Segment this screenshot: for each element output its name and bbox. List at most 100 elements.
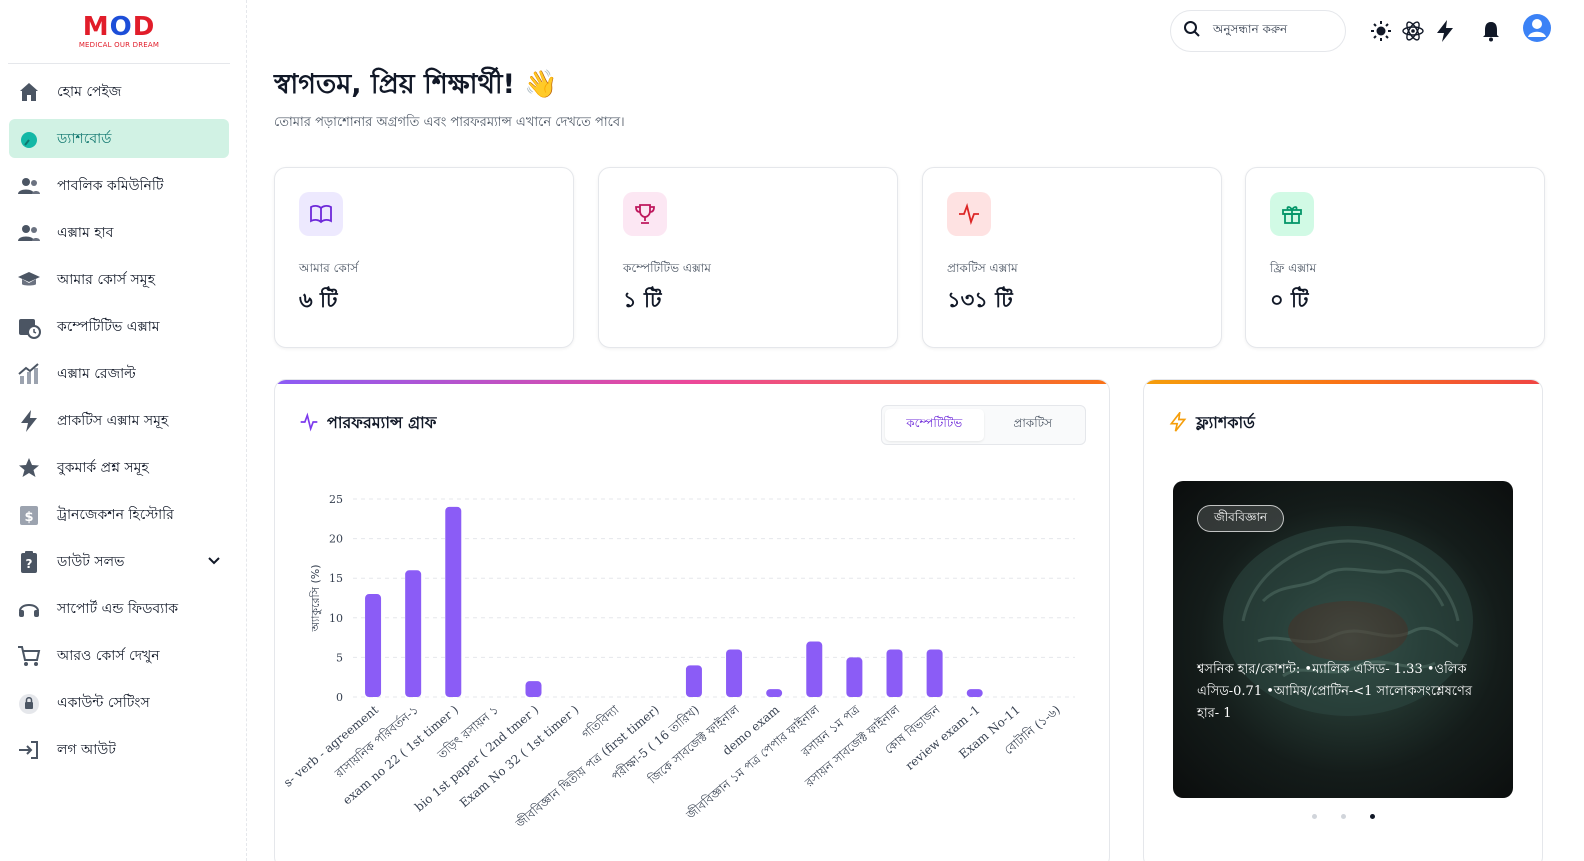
sidebar-nav: হোম পেইজ ড্যাশবোর্ড পাবলিক কমিউনিটি এক্স…: [0, 72, 246, 769]
cart-icon: [17, 644, 41, 668]
chart-up-icon: [17, 362, 41, 386]
y-tick-label: 20: [329, 533, 343, 546]
stat-value: ০ টি: [1270, 288, 1309, 312]
sidebar-item-label: সাপোর্ট এন্ড ফিডব্যাক: [57, 600, 179, 617]
sidebar-item-label: আমার কোর্স সমূহ: [57, 271, 155, 288]
brain-image: [1223, 526, 1473, 716]
sidebar-item-support-feedback[interactable]: সাপোর্ট এন্ড ফিডব্যাক: [9, 589, 229, 628]
gift-icon: [1270, 192, 1314, 236]
sidebar-item-label: এক্সাম রেজাল্ট: [57, 365, 136, 382]
search-input-label: অনুসন্ধান করুন: [1213, 22, 1288, 36]
carousel-dots: [1144, 814, 1542, 819]
users-icon: [17, 174, 41, 198]
flashcard-title: ফ্ল্যাশকার্ড: [1168, 409, 1255, 437]
x-tick-label: জীববিজ্ঞান দ্বিতীয় পত্র (first timer): [512, 703, 661, 832]
sidebar-item-dashboard[interactable]: ড্যাশবোর্ড: [9, 119, 229, 158]
stat-value: ১ টি: [623, 288, 662, 312]
flashcard[interactable]: জীববিজ্ঞান শ্বসনিক হার/কোশন্ট: •ম্যালিক …: [1173, 481, 1513, 798]
sidebar-item-more-courses[interactable]: আরও কোর্স দেখুন: [9, 636, 229, 675]
star-icon: [17, 456, 41, 480]
sidebar-item-bookmarks[interactable]: বুকমার্ক প্রশ্ন সমূহ: [9, 448, 229, 487]
carousel-dot[interactable]: [1311, 814, 1317, 819]
sidebar-item-label: পাবলিক কমিউনিটি: [57, 177, 164, 194]
sidebar-item-label: একাউন্ট সেটিংস: [57, 694, 150, 711]
sidebar: MOD MEDICAL OUR DREAM হোম পেইজ ড্যাশবোর্…: [0, 0, 247, 861]
sidebar-item-label: ড্যাশবোর্ড: [57, 130, 112, 147]
logout-icon: [17, 738, 41, 762]
question-clipboard-icon: ?: [17, 550, 41, 574]
book-open-icon: [299, 192, 343, 236]
page-title: স্বাগতম, প্রিয় শিক্ষার্থী! 👋: [274, 69, 558, 100]
flashcard-panel: ফ্ল্যাশকার্ড জীববিজ্ঞান শ্বসনিক হার/কোশন…: [1143, 379, 1543, 861]
sidebar-item-label: ট্রানজেকশন হিস্টোরি: [57, 506, 174, 523]
y-axis-label: অ্যাকুরেসি (%): [309, 564, 322, 632]
sidebar-item-label: এক্সাম হাব: [57, 224, 114, 241]
sidebar-item-doubt-solve[interactable]: ? ডাউট সলভ: [9, 542, 229, 581]
sidebar-item-exam-result[interactable]: এক্সাম রেজাল্ট: [9, 354, 229, 393]
sidebar-item-account-settings[interactable]: একাউন্ট সেটিংস: [9, 683, 229, 722]
flashcard-text: শ্বসনিক হার/কোশন্ট: •ম্যালিক এসিড- 1.33 …: [1197, 662, 1472, 721]
performance-title: পারফরম্যান্স গ্রাফ: [299, 410, 436, 437]
performance-panel: পারফরম্যান্স গ্রাফ কম্পেটিটিভ প্রাকটিস 0…: [274, 379, 1110, 861]
tab-competitive[interactable]: কম্পেটিটিভ: [885, 409, 984, 441]
panel-accent-bar: [275, 380, 1109, 384]
bolt-icon[interactable]: [1433, 19, 1457, 43]
sidebar-item-home[interactable]: হোম পেইজ: [9, 72, 229, 111]
chart-bar: [966, 689, 983, 697]
stat-card-competitive-exam[interactable]: কম্পেটিটিভ এক্সাম ১ টি: [598, 167, 898, 348]
sidebar-item-competitive-exam[interactable]: কম্পেটিটিভ এক্সাম: [9, 307, 229, 346]
y-tick-label: 10: [329, 612, 343, 625]
bolt-icon: [1168, 409, 1188, 436]
tab-practice[interactable]: প্রাকটিস: [1013, 416, 1053, 430]
carousel-dot[interactable]: [1340, 814, 1346, 819]
sun-icon[interactable]: [1369, 19, 1393, 43]
chart-bar: [726, 649, 743, 697]
chart-bar: [806, 641, 823, 697]
logo-wordmark: MOD: [82, 12, 156, 42]
sidebar-item-label: কম্পেটিটিভ এক্সাম: [57, 318, 160, 335]
y-tick-label: 15: [329, 572, 343, 585]
stat-card-practice-exam[interactable]: প্রাকটিস এক্সাম ১৩১ টি: [922, 167, 1222, 348]
performance-title-text: পারফরম্যান্স গ্রাফ: [327, 413, 437, 432]
bolt-icon: [17, 409, 41, 433]
atom-icon[interactable]: [1401, 19, 1425, 43]
chevron-down-icon[interactable]: [207, 554, 221, 572]
svg-text:$: $: [24, 510, 33, 525]
sidebar-item-public-community[interactable]: পাবলিক কমিউনিটি: [9, 166, 229, 205]
sidebar-item-exam-hub[interactable]: এক্সাম হাব: [9, 213, 229, 252]
page-subtitle: তোমার পড়াশোনার অগ্রগতি এবং পারফরম্যান্স…: [274, 115, 625, 130]
dollar-doc-icon: $: [17, 503, 41, 527]
sidebar-item-label: লগ আউট: [57, 741, 116, 758]
flashcard-tag: জীববিজ্ঞান: [1197, 505, 1285, 532]
sidebar-item-label: হোম পেইজ: [57, 83, 122, 100]
sidebar-item-label: প্রাকটিস এক্সাম সমূহ: [57, 412, 169, 429]
search-icon: [1183, 20, 1201, 42]
chart-bar: [926, 649, 943, 697]
sidebar-item-practice-exams[interactable]: প্রাকটিস এক্সাম সমূহ: [9, 401, 229, 440]
stat-card-my-courses[interactable]: আমার কোর্স ৬ টি: [274, 167, 574, 348]
chart-bar: [766, 689, 783, 697]
sidebar-item-transaction-history[interactable]: $ ট্রানজেকশন হিস্টোরি: [9, 495, 229, 534]
dashboard-icon: [17, 127, 41, 151]
home-icon: [17, 80, 41, 104]
chart-bar: [886, 649, 903, 697]
carousel-dot-active[interactable]: [1369, 814, 1375, 819]
brand-logo[interactable]: MOD MEDICAL OUR DREAM: [8, 0, 230, 64]
stat-card-free-exam[interactable]: ফ্রি এক্সাম ০ টি: [1245, 167, 1545, 348]
avatar-icon[interactable]: [1521, 12, 1553, 44]
chart-bar: [685, 665, 702, 697]
sidebar-item-logout[interactable]: লগ আউট: [9, 730, 229, 769]
bell-icon[interactable]: [1479, 19, 1503, 43]
activity-icon: [947, 192, 991, 236]
stat-label: প্রাকটিস এক্সাম: [947, 261, 1018, 275]
search-box[interactable]: অনুসন্ধান করুন: [1170, 10, 1346, 52]
chart-bar: [846, 657, 863, 697]
trophy-icon: [623, 192, 667, 236]
sidebar-item-my-courses[interactable]: আমার কোর্স সমূহ: [9, 260, 229, 299]
y-tick-label: 25: [329, 493, 343, 506]
lock-icon: [17, 691, 41, 715]
sidebar-item-label: আরও কোর্স দেখুন: [57, 647, 160, 664]
stat-label: কম্পেটিটিভ এক্সাম: [623, 261, 711, 275]
users-icon: [17, 221, 41, 245]
